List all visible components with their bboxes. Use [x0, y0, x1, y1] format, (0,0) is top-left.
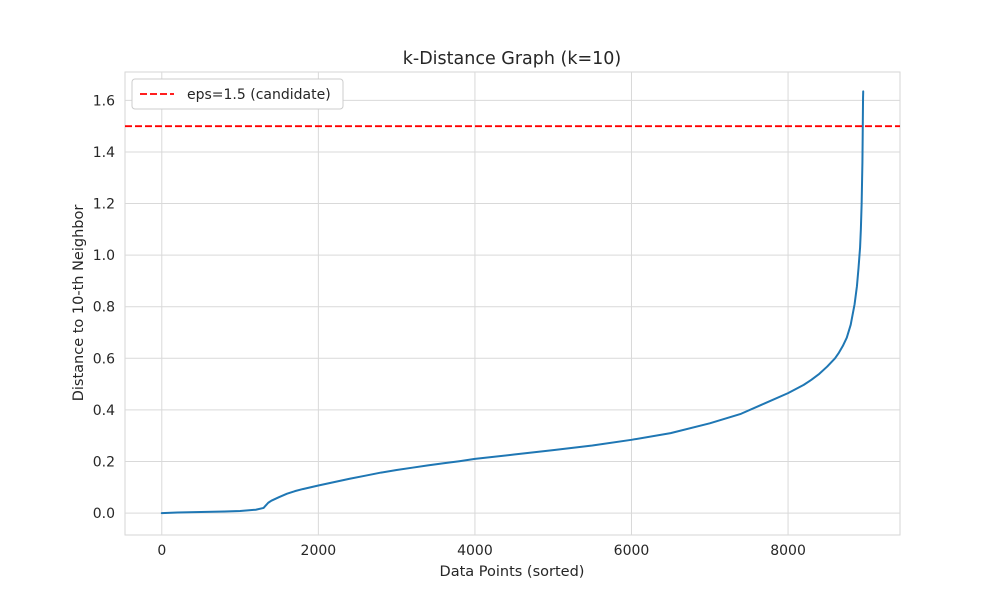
k-distance-line: [160, 90, 865, 515]
x-axis-label: Data Points (sorted): [440, 564, 585, 580]
y-tick-label: 1.0: [93, 248, 115, 264]
y-tick-label: 0.8: [93, 300, 115, 316]
legend-box: [131, 78, 344, 110]
x-tick-label: 8000: [770, 543, 806, 559]
x-tick-label: 0: [157, 543, 166, 559]
series-layer: [125, 90, 900, 515]
plot-area: [124, 71, 901, 536]
grid: [125, 72, 900, 535]
x-tick-label: 6000: [614, 543, 650, 559]
x-tick-label: 2000: [301, 543, 337, 559]
y-tick-label: 1.6: [93, 93, 115, 109]
y-tick-label: 0.4: [93, 403, 115, 419]
y-axis-label: Distance to 10-th Neighbor: [71, 205, 87, 402]
x-tick-label: 4000: [457, 543, 493, 559]
legend-label-eps: eps=1.5 (candidate): [187, 87, 331, 103]
y-tick-label: 1.2: [93, 197, 115, 213]
legend: eps=1.5 (candidate): [131, 78, 344, 110]
y-tick-label: 0.2: [93, 454, 115, 470]
chart-title: k-Distance Graph (k=10): [403, 49, 622, 69]
y-tick-label: 0.0: [93, 506, 115, 522]
y-tick-label: 1.4: [93, 145, 115, 161]
tick-labels: 0 2000 4000 6000 8000 0.0 0.2 0.4 0.6 0.8 1.0 1.2 1.…: [93, 93, 806, 559]
y-tick-label: 0.6: [93, 351, 115, 367]
